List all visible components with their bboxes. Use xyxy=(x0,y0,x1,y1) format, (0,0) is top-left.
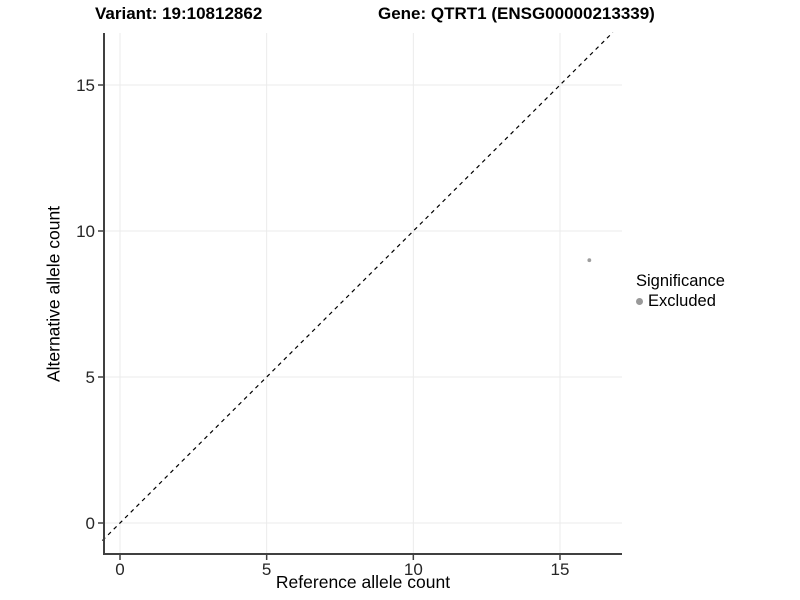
y-tick-label: 0 xyxy=(86,514,95,533)
chart-title-gene: Gene: QTRT1 (ENSG00000213339) xyxy=(378,4,655,23)
x-tick-label: 10 xyxy=(404,560,423,579)
y-axis-title: Alternative allele count xyxy=(43,205,64,383)
y-tick-label: 10 xyxy=(76,222,95,241)
legend-title: Significance xyxy=(636,272,725,290)
identity-dashed-line xyxy=(101,32,614,541)
x-axis-title: Reference allele count xyxy=(275,572,451,592)
data-point xyxy=(587,258,592,263)
y-tick-label: 5 xyxy=(86,368,95,387)
x-tick-label: 5 xyxy=(262,560,271,579)
legend-entry-excluded: Excluded xyxy=(636,291,725,311)
y-tick-label: 15 xyxy=(76,76,95,95)
legend-point-icon xyxy=(636,297,643,305)
x-tick-label: 0 xyxy=(115,560,124,579)
chart-title-variant: Variant: 19:10812862 xyxy=(95,4,263,23)
x-tick-label: 15 xyxy=(551,560,570,579)
legend: Significance Excluded xyxy=(636,271,725,311)
legend-entry-label: Excluded xyxy=(648,292,716,310)
